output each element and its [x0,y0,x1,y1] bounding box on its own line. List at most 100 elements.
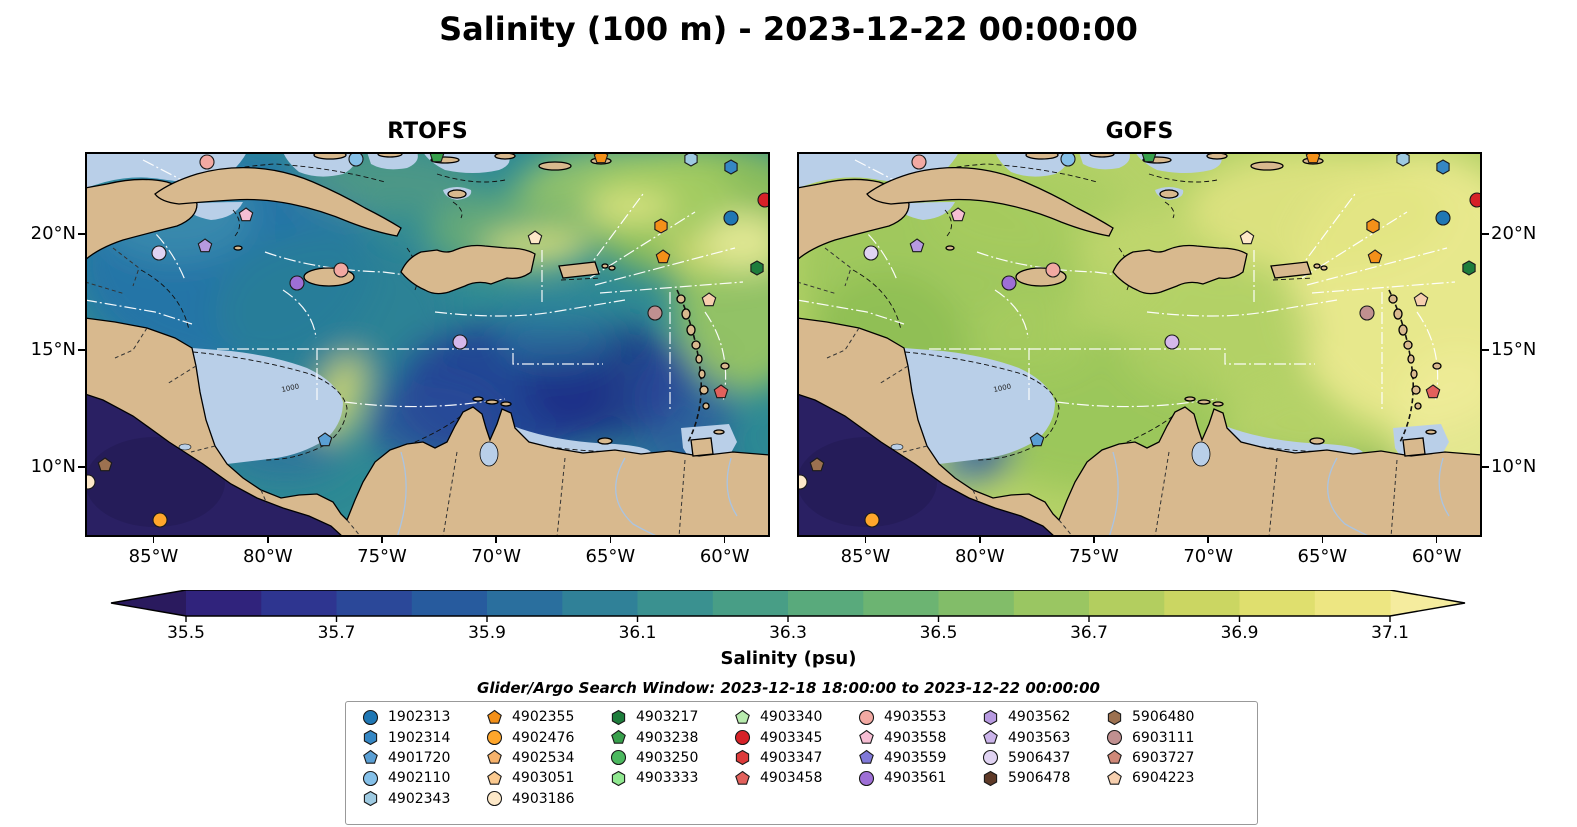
legend-entry-1902313: 1902313 [362,707,486,727]
float-id: 4902476 [512,729,575,746]
legend-column: 1902313 1902314 4901720 4902110 4902343 [362,707,486,809]
rivers [396,451,738,537]
lon-tick-label: 70°W [471,546,522,567]
lat-tick-label: 20°N [30,223,76,244]
legend-entry-5906478: 5906478 [982,768,1106,788]
float-id: 4903347 [760,749,823,766]
legend-entry-4903238: 4903238 [610,727,734,747]
colorbar-tick-label: 37.1 [1371,623,1409,643]
legend-entry-4903559: 4903559 [858,748,982,768]
colorbar [85,589,1482,624]
lon-tick-mark [1321,537,1324,543]
float-id: 1902313 [388,709,451,726]
lat-tick-mark [1482,466,1489,468]
argo-float-markers [797,152,1482,528]
float-id: 4903345 [760,729,823,746]
panel-title-gofs: GOFS [1105,119,1174,144]
pentagon-marker-icon [487,750,502,765]
contour-label: 1000 [281,382,300,394]
lon-tick-label: 60°W [699,546,750,567]
lon-tick-mark [979,537,981,543]
float-id: 4902355 [512,709,575,726]
lake-maracaibo [1191,441,1211,467]
legend-column: 4903217 4903238 4903250 4903333 [610,707,734,789]
circle-marker-icon [362,770,379,786]
colorbar-tick-label: 35.7 [317,623,356,643]
pentagon-marker-icon [735,770,750,785]
lon-tick-label: 75°W [357,546,407,567]
map-gofs: 1000 [797,152,1482,537]
colorbar-tick-label: 35.5 [167,623,205,643]
lon-tick-mark [381,537,383,543]
circle-marker-icon [858,709,875,725]
legend-entry-4903250: 4903250 [610,748,734,768]
lon-tick-mark [1093,537,1095,543]
colorbar-tick-label: 36.1 [618,623,657,643]
legend-entry-4902110: 4902110 [362,768,486,788]
lon-tick-label: 85°W [840,546,891,567]
lat-tick-mark [1482,349,1489,351]
legend-entry-4902534: 4902534 [486,748,610,768]
float-id: 4903562 [1008,709,1071,726]
float-id: 4903186 [512,790,575,807]
legend-column: 4903562 4903563 5906437 5906478 [982,707,1106,789]
lon-tick-mark [267,537,269,543]
float-id: 4903559 [884,749,947,766]
float-id: 4901720 [388,749,451,766]
circle-marker-icon [982,750,999,766]
float-id: 6903727 [1132,749,1195,766]
lon-tick-label: 80°W [954,546,1005,567]
lon-tick-mark [864,537,867,543]
hexagon-marker-icon [983,770,998,786]
pentagon-marker-icon [859,750,874,765]
circle-marker-icon [610,750,627,766]
hexagon-marker-icon [1107,709,1122,725]
legend-entry-4903333: 4903333 [610,768,734,788]
map-svg-rtofs: 1000 [85,152,770,537]
pentagon-marker-icon [859,729,874,744]
colorbar-tick-label: 36.3 [769,623,807,643]
pentagon-marker-icon [983,729,998,744]
circle-marker-icon [486,730,503,746]
pentagon-marker-icon [611,729,626,744]
colorbar-tick-label: 36.7 [1070,623,1108,643]
legend-entry-4903051: 4903051 [486,768,610,788]
contour-label: 1000 [993,382,1012,394]
float-id: 4903340 [760,709,823,726]
circle-marker-icon [858,770,875,786]
lat-tick-label: 10°N [30,456,76,477]
legend-entry-4903558: 4903558 [858,727,982,747]
float-id: 4903238 [636,729,699,746]
legend-column: 4903340 4903345 4903347 4903458 [734,707,858,789]
hexagon-marker-icon [363,791,378,807]
lat-tick-mark [1482,233,1489,235]
pentagon-marker-icon [487,709,502,724]
float-id: 4903553 [884,709,947,726]
colorbar-tick-label: 36.9 [1220,623,1259,643]
legend-entry-6903111: 6903111 [1106,727,1230,747]
colorbar-tick-label: 35.9 [468,623,506,643]
map-frame [797,152,1482,537]
legend-entry-4902343: 4902343 [362,789,486,809]
lon-tick-label: 80°W [242,546,293,567]
pentagon-marker-icon [735,709,750,724]
lon-tick-label: 65°W [1297,546,1348,567]
legend-column: 4902355 4902476 4902534 4903051 4903186 [486,707,610,809]
figure-title: Salinity (100 m) - 2023-12-22 00:00:00 [439,10,1138,48]
legend-entry-4903553: 4903553 [858,707,982,727]
float-id: 4903250 [636,749,699,766]
lon-tick-mark [1207,537,1209,543]
float-id: 6904223 [1132,770,1195,787]
lon-tick-mark [609,537,612,543]
country-borders [797,247,1398,537]
circle-marker-icon [362,709,379,725]
float-id: 5906480 [1132,709,1195,726]
lat-tick-label: 10°N [1491,456,1537,477]
lake-maracaibo [479,441,499,467]
panel-title-rtofs: RTOFS [387,119,468,144]
float-id: 4902534 [512,749,575,766]
legend-entry-4903562: 4903562 [982,707,1106,727]
country-borders [85,247,686,537]
lat-tick-mark [78,233,85,235]
legend-entry-6903727: 6903727 [1106,748,1230,768]
